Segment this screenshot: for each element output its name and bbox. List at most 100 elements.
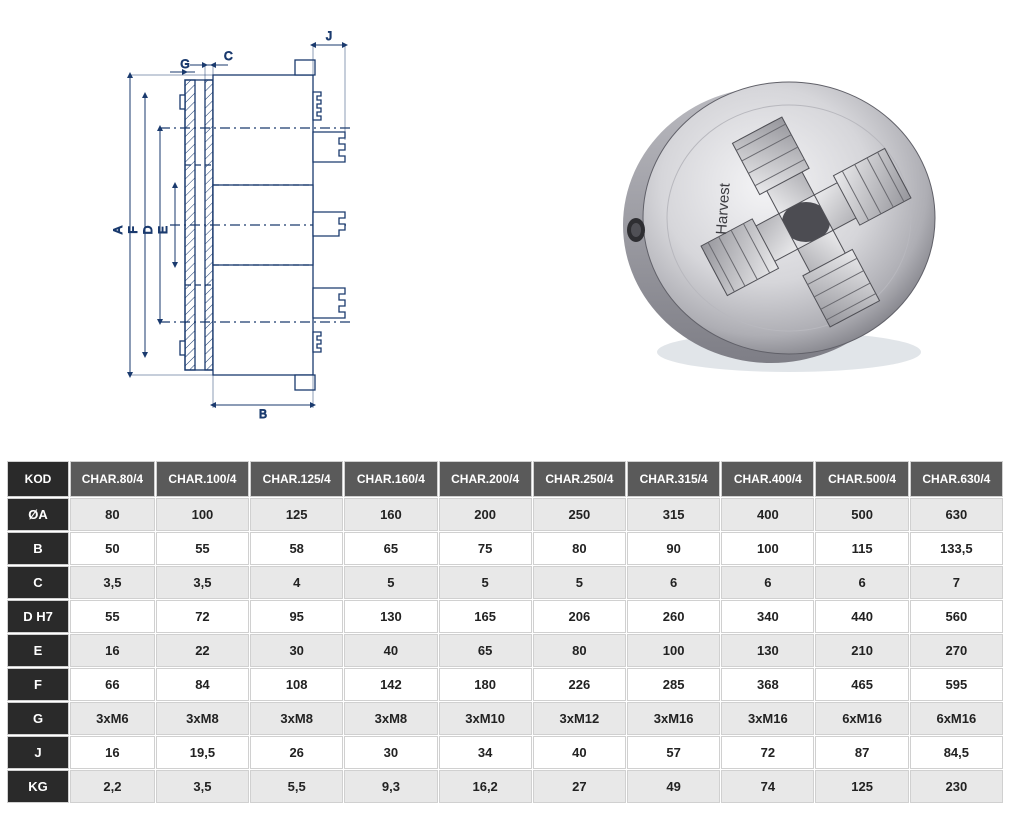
cell: 270 bbox=[910, 634, 1003, 667]
cell: 5 bbox=[439, 566, 532, 599]
cell: 3,5 bbox=[70, 566, 155, 599]
cell: 22 bbox=[156, 634, 249, 667]
cell: 595 bbox=[910, 668, 1003, 701]
cell: 55 bbox=[156, 532, 249, 565]
col-header: CHAR.200/4 bbox=[439, 461, 532, 497]
spec-table-area: KOD CHAR.80/4CHAR.100/4CHAR.125/4CHAR.16… bbox=[0, 460, 1011, 804]
table-row: B50555865758090100115133,5 bbox=[7, 532, 1003, 565]
cell: 3xM8 bbox=[344, 702, 437, 735]
table-row: G3xM63xM83xM83xM83xM103xM123xM163xM166xM… bbox=[7, 702, 1003, 735]
cell: 16 bbox=[70, 736, 155, 769]
dim-d-label: D bbox=[141, 225, 155, 234]
dim-a-label: A bbox=[111, 226, 125, 234]
cell: 80 bbox=[533, 634, 626, 667]
cell: 340 bbox=[721, 600, 814, 633]
col-header: CHAR.630/4 bbox=[910, 461, 1003, 497]
cell: 75 bbox=[439, 532, 532, 565]
cell: 87 bbox=[815, 736, 908, 769]
cell: 6 bbox=[815, 566, 908, 599]
cell: 142 bbox=[344, 668, 437, 701]
cell: 30 bbox=[344, 736, 437, 769]
cell: 630 bbox=[910, 498, 1003, 531]
cell: 3xM10 bbox=[439, 702, 532, 735]
cell: 100 bbox=[627, 634, 720, 667]
cell: 108 bbox=[250, 668, 343, 701]
cell: 9,3 bbox=[344, 770, 437, 803]
col-header: CHAR.500/4 bbox=[815, 461, 908, 497]
spec-table: KOD CHAR.80/4CHAR.100/4CHAR.125/4CHAR.16… bbox=[6, 460, 1004, 804]
cell: 180 bbox=[439, 668, 532, 701]
cell: 72 bbox=[156, 600, 249, 633]
dim-e-label: E bbox=[156, 226, 170, 234]
cell: 133,5 bbox=[910, 532, 1003, 565]
cell: 40 bbox=[344, 634, 437, 667]
cell: 3xM16 bbox=[627, 702, 720, 735]
cell: 58 bbox=[250, 532, 343, 565]
cell: 200 bbox=[439, 498, 532, 531]
cell: 3,5 bbox=[156, 566, 249, 599]
cell: 206 bbox=[533, 600, 626, 633]
table-row: KG2,23,55,59,316,2274974125230 bbox=[7, 770, 1003, 803]
table-row: D H7557295130165206260340440560 bbox=[7, 600, 1003, 633]
cell: 250 bbox=[533, 498, 626, 531]
cell: 6xM16 bbox=[815, 702, 908, 735]
cell: 72 bbox=[721, 736, 814, 769]
col-header: CHAR.315/4 bbox=[627, 461, 720, 497]
table-row: F6684108142180226285368465595 bbox=[7, 668, 1003, 701]
cell: 3xM6 bbox=[70, 702, 155, 735]
dim-j-label: J bbox=[326, 29, 332, 43]
cell: 50 bbox=[70, 532, 155, 565]
table-row: C3,53,545556667 bbox=[7, 566, 1003, 599]
col-header: CHAR.100/4 bbox=[156, 461, 249, 497]
kod-header: KOD bbox=[7, 461, 69, 497]
row-header: ØA bbox=[7, 498, 69, 531]
cell: 5,5 bbox=[250, 770, 343, 803]
cell: 3xM8 bbox=[250, 702, 343, 735]
cell: 368 bbox=[721, 668, 814, 701]
cell: 3xM8 bbox=[156, 702, 249, 735]
cell: 130 bbox=[721, 634, 814, 667]
cell: 3xM16 bbox=[721, 702, 814, 735]
cell: 16,2 bbox=[439, 770, 532, 803]
cell: 6 bbox=[627, 566, 720, 599]
top-section: A F D E B C bbox=[0, 0, 1011, 460]
cell: 26 bbox=[250, 736, 343, 769]
col-header: CHAR.125/4 bbox=[250, 461, 343, 497]
cell: 4 bbox=[250, 566, 343, 599]
col-header: CHAR.160/4 bbox=[344, 461, 437, 497]
cell: 65 bbox=[344, 532, 437, 565]
cell: 210 bbox=[815, 634, 908, 667]
cell: 5 bbox=[344, 566, 437, 599]
cell: 80 bbox=[70, 498, 155, 531]
cell: 130 bbox=[344, 600, 437, 633]
col-header: CHAR.250/4 bbox=[533, 461, 626, 497]
dim-b-label: B bbox=[259, 407, 267, 420]
cell: 226 bbox=[533, 668, 626, 701]
cell: 34 bbox=[439, 736, 532, 769]
cell: 40 bbox=[533, 736, 626, 769]
table-header-row: KOD CHAR.80/4CHAR.100/4CHAR.125/4CHAR.16… bbox=[7, 461, 1003, 497]
table-row: ØA80100125160200250315400500630 bbox=[7, 498, 1003, 531]
cell: 90 bbox=[627, 532, 720, 565]
cell: 3xM12 bbox=[533, 702, 626, 735]
cell: 49 bbox=[627, 770, 720, 803]
cell: 285 bbox=[627, 668, 720, 701]
cell: 27 bbox=[533, 770, 626, 803]
dim-c-label: C bbox=[224, 49, 233, 63]
dim-f-label: F bbox=[126, 226, 140, 233]
cell: 7 bbox=[910, 566, 1003, 599]
cell: 100 bbox=[721, 532, 814, 565]
row-header: B bbox=[7, 532, 69, 565]
table-row: J1619,52630344057728784,5 bbox=[7, 736, 1003, 769]
cell: 6xM16 bbox=[910, 702, 1003, 735]
cell: 2,2 bbox=[70, 770, 155, 803]
cell: 500 bbox=[815, 498, 908, 531]
cell: 5 bbox=[533, 566, 626, 599]
technical-drawing: A F D E B C bbox=[30, 20, 370, 420]
cell: 165 bbox=[439, 600, 532, 633]
cell: 95 bbox=[250, 600, 343, 633]
cell: 84,5 bbox=[910, 736, 1003, 769]
cell: 6 bbox=[721, 566, 814, 599]
cell: 560 bbox=[910, 600, 1003, 633]
cell: 230 bbox=[910, 770, 1003, 803]
